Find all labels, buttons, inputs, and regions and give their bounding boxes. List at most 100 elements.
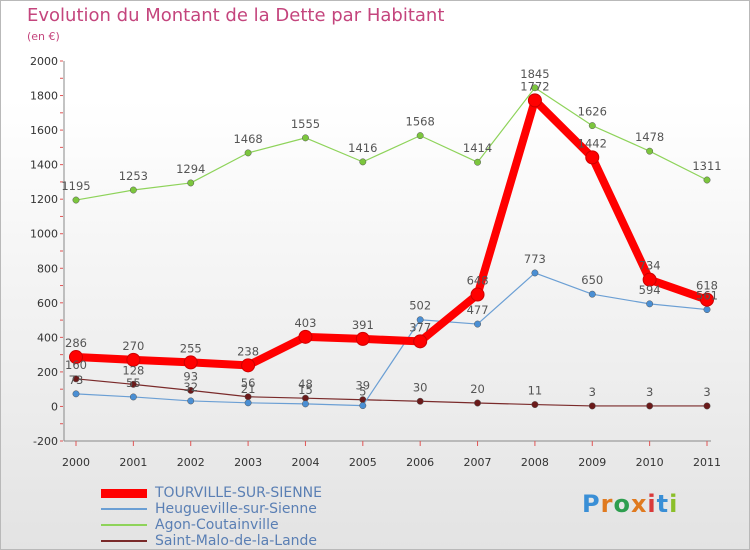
data-point bbox=[72, 390, 80, 398]
data-label: 502 bbox=[409, 299, 431, 313]
legend-item: Agon-Coutainville bbox=[101, 517, 322, 533]
legend-item: Heugueville-sur-Sienne bbox=[101, 501, 322, 517]
x-tick-label: 2003 bbox=[234, 456, 262, 469]
data-point bbox=[527, 93, 542, 108]
data-label: 32 bbox=[183, 380, 198, 394]
legend-label: TOURVILLE-SUR-SIENNE bbox=[155, 485, 322, 501]
data-label: 20 bbox=[470, 382, 485, 396]
data-point bbox=[700, 292, 714, 307]
data-label: 160 bbox=[65, 358, 87, 372]
legend-swatch bbox=[101, 524, 147, 526]
data-point bbox=[129, 393, 137, 401]
data-point bbox=[359, 158, 367, 166]
logo-letter: t bbox=[656, 490, 670, 518]
data-point bbox=[69, 350, 83, 365]
y-tick-label: 1400 bbox=[30, 159, 58, 172]
data-point bbox=[129, 380, 137, 388]
y-tick-label: 800 bbox=[37, 262, 58, 275]
data-label: 403 bbox=[294, 316, 316, 330]
data-point bbox=[244, 399, 252, 407]
x-tick-label: 2007 bbox=[464, 456, 492, 469]
x-tick-label: 2005 bbox=[349, 456, 377, 469]
data-label: 1845 bbox=[520, 67, 549, 81]
legend-item: TOURVILLE-SUR-SIENNE bbox=[101, 485, 322, 501]
data-label: 56 bbox=[241, 376, 256, 390]
data-point bbox=[187, 397, 195, 405]
x-tick-label: 2008 bbox=[521, 456, 549, 469]
data-label: 30 bbox=[413, 380, 428, 394]
y-tick-label: 600 bbox=[37, 297, 58, 310]
data-label: 594 bbox=[639, 283, 661, 297]
x-tick-label: 2001 bbox=[119, 456, 147, 469]
data-label: 3 bbox=[646, 385, 653, 399]
data-point bbox=[531, 401, 539, 409]
data-point bbox=[244, 149, 252, 157]
data-label: 73 bbox=[69, 373, 84, 387]
data-label: 39 bbox=[355, 379, 370, 393]
data-point bbox=[355, 331, 370, 346]
data-label: 15 bbox=[298, 383, 313, 397]
logo-letter: x bbox=[630, 490, 648, 518]
data-point bbox=[187, 179, 195, 187]
data-label: 128 bbox=[122, 363, 144, 377]
y-tick-label: 1000 bbox=[30, 228, 58, 241]
data-label: 55 bbox=[126, 376, 141, 390]
legend-item: Saint-Malo-de-la-Lande bbox=[101, 533, 322, 549]
legend-label: Heugueville-sur-Sienne bbox=[155, 501, 317, 517]
y-tick-label: 1200 bbox=[30, 193, 58, 206]
series-line bbox=[75, 87, 708, 201]
logo-letter: i bbox=[647, 490, 657, 518]
y-tick-label: 0 bbox=[51, 400, 58, 413]
series-line bbox=[75, 378, 707, 407]
data-label: 773 bbox=[524, 252, 546, 266]
y-tick-label: 2000 bbox=[30, 55, 58, 68]
data-label: 650 bbox=[581, 273, 603, 287]
y-tick-label: 400 bbox=[37, 331, 58, 344]
data-label: 1311 bbox=[692, 159, 721, 173]
data-label: 286 bbox=[65, 336, 87, 350]
logo-letter: r bbox=[600, 490, 614, 518]
legend-swatch bbox=[101, 540, 147, 542]
data-point bbox=[72, 375, 80, 383]
data-label: 561 bbox=[696, 289, 718, 303]
data-point bbox=[413, 334, 428, 349]
data-label: 270 bbox=[122, 339, 144, 353]
data-point bbox=[416, 397, 424, 405]
data-label: 21 bbox=[241, 382, 256, 396]
data-point bbox=[646, 147, 654, 155]
data-point bbox=[241, 358, 256, 373]
data-point bbox=[183, 355, 198, 370]
data-point bbox=[585, 150, 600, 165]
data-point bbox=[703, 306, 711, 314]
proxiti-logo: Proxiti bbox=[582, 490, 678, 518]
data-label: 1568 bbox=[406, 115, 435, 129]
data-point bbox=[646, 402, 654, 410]
data-point bbox=[474, 399, 481, 407]
data-label: 648 bbox=[467, 274, 489, 288]
logo-letter: o bbox=[613, 490, 631, 518]
y-tick-label: 1600 bbox=[30, 124, 58, 137]
y-tick-label: 1800 bbox=[30, 90, 58, 103]
data-point bbox=[703, 176, 711, 184]
data-point bbox=[126, 352, 141, 367]
data-label: 5 bbox=[359, 385, 366, 399]
data-label: 11 bbox=[528, 384, 543, 398]
data-point bbox=[302, 134, 309, 142]
data-label: 1294 bbox=[176, 162, 205, 176]
legend-label: Saint-Malo-de-la-Lande bbox=[155, 533, 318, 549]
chart-subtitle: (en €) bbox=[27, 30, 60, 43]
x-tick-label: 2004 bbox=[291, 456, 319, 469]
data-label: 1772 bbox=[520, 79, 549, 93]
data-point bbox=[474, 158, 481, 166]
data-label: 1195 bbox=[61, 179, 90, 193]
x-tick-label: 2000 bbox=[62, 456, 90, 469]
x-tick-label: 2010 bbox=[636, 456, 664, 469]
data-point bbox=[588, 290, 596, 298]
data-point bbox=[531, 269, 539, 277]
data-label: 1478 bbox=[635, 130, 664, 144]
data-point bbox=[302, 400, 309, 408]
logo-letter: P bbox=[582, 490, 601, 518]
data-point bbox=[416, 132, 424, 140]
data-point bbox=[588, 402, 596, 410]
